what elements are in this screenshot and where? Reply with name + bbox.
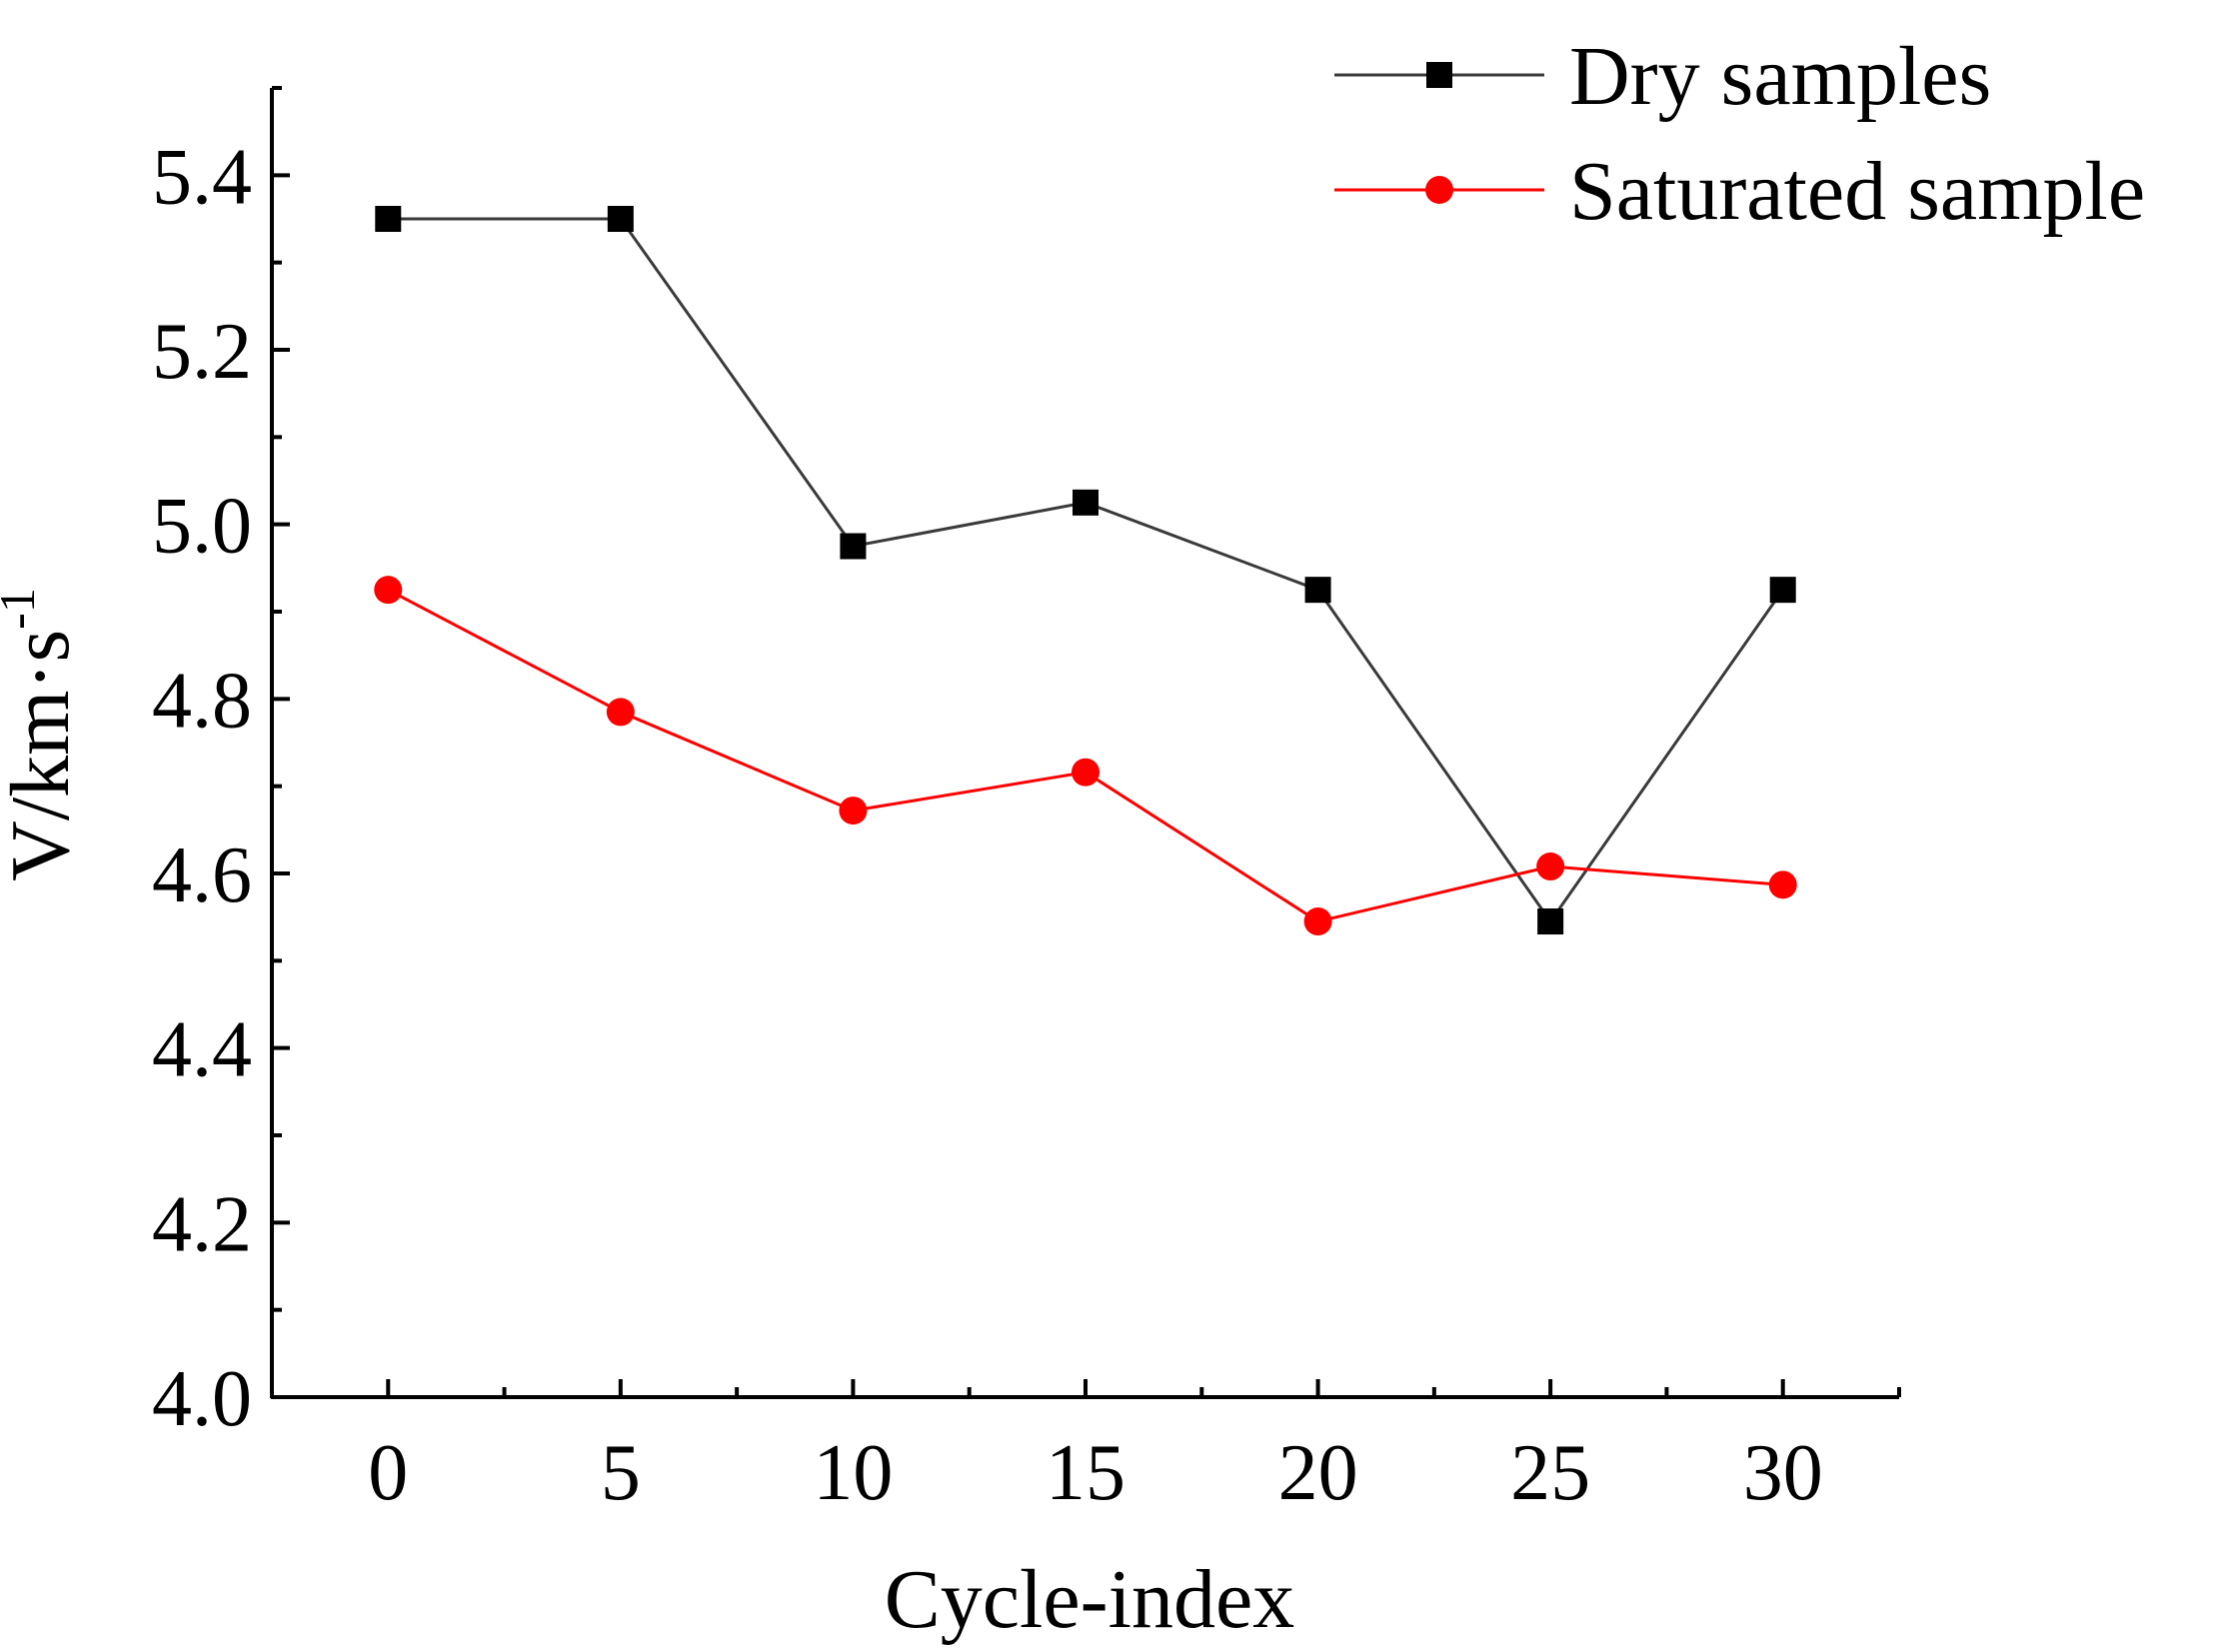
axes	[270, 88, 1899, 1399]
y-tick-label: 4.0	[152, 1355, 252, 1443]
y-tick-label: 5.4	[152, 133, 252, 221]
ticks: 0 5 10 15 20 25 30 4.0 4.2 4.4 4.6 4.8 5.0 5.2 5.4	[152, 86, 1901, 1517]
legend-marker	[1426, 62, 1452, 88]
data-point	[1304, 577, 1331, 604]
y-axis-label-superscript: -1	[0, 588, 45, 630]
legend-entry: Dry samples	[1334, 30, 1991, 123]
x-tick-label: 0	[368, 1429, 408, 1517]
data-point	[1303, 907, 1332, 936]
y-tick-label: 4.8	[152, 657, 252, 745]
legend-label: Saturated sample	[1569, 145, 2145, 238]
data-point	[1769, 577, 1796, 604]
data-point	[375, 206, 402, 232]
data-point	[1536, 852, 1565, 881]
y-axis-label-text: V/km·s	[0, 630, 87, 881]
y-tick-label: 4.4	[152, 1006, 252, 1094]
data-point	[1072, 758, 1100, 787]
y-tick-label: 5.0	[152, 483, 252, 571]
data-point	[1768, 870, 1797, 899]
series-line	[387, 588, 1783, 923]
y-tick-label: 4.6	[152, 831, 252, 919]
x-tick-label: 30	[1743, 1429, 1823, 1517]
legend-label: Dry samples	[1569, 30, 1991, 123]
data-point	[1537, 908, 1564, 935]
data-point	[607, 206, 634, 232]
series-0	[375, 206, 1796, 935]
x-tick-label: 20	[1278, 1429, 1358, 1517]
x-tick-label: 25	[1510, 1429, 1590, 1517]
legend-marker	[1425, 176, 1453, 204]
data-point	[374, 576, 403, 605]
legend-entry: Saturated sample	[1334, 145, 2145, 238]
x-tick-label: 15	[1046, 1429, 1125, 1517]
y-axis-label: V/km·s-1	[0, 588, 87, 881]
legend: Dry samples Saturated sample	[1334, 30, 2145, 238]
series	[374, 206, 1797, 936]
x-tick-label: 5	[601, 1429, 641, 1517]
series-1	[374, 576, 1797, 936]
x-tick-label: 10	[813, 1429, 893, 1517]
y-tick-label: 4.2	[152, 1180, 252, 1268]
data-point	[606, 698, 635, 727]
y-tick-label: 5.2	[152, 308, 252, 396]
data-point	[839, 797, 868, 826]
series-line	[388, 217, 1784, 924]
data-point	[1073, 489, 1099, 516]
data-point	[840, 533, 867, 560]
x-axis-label: Cycle-index	[885, 1553, 1295, 1646]
